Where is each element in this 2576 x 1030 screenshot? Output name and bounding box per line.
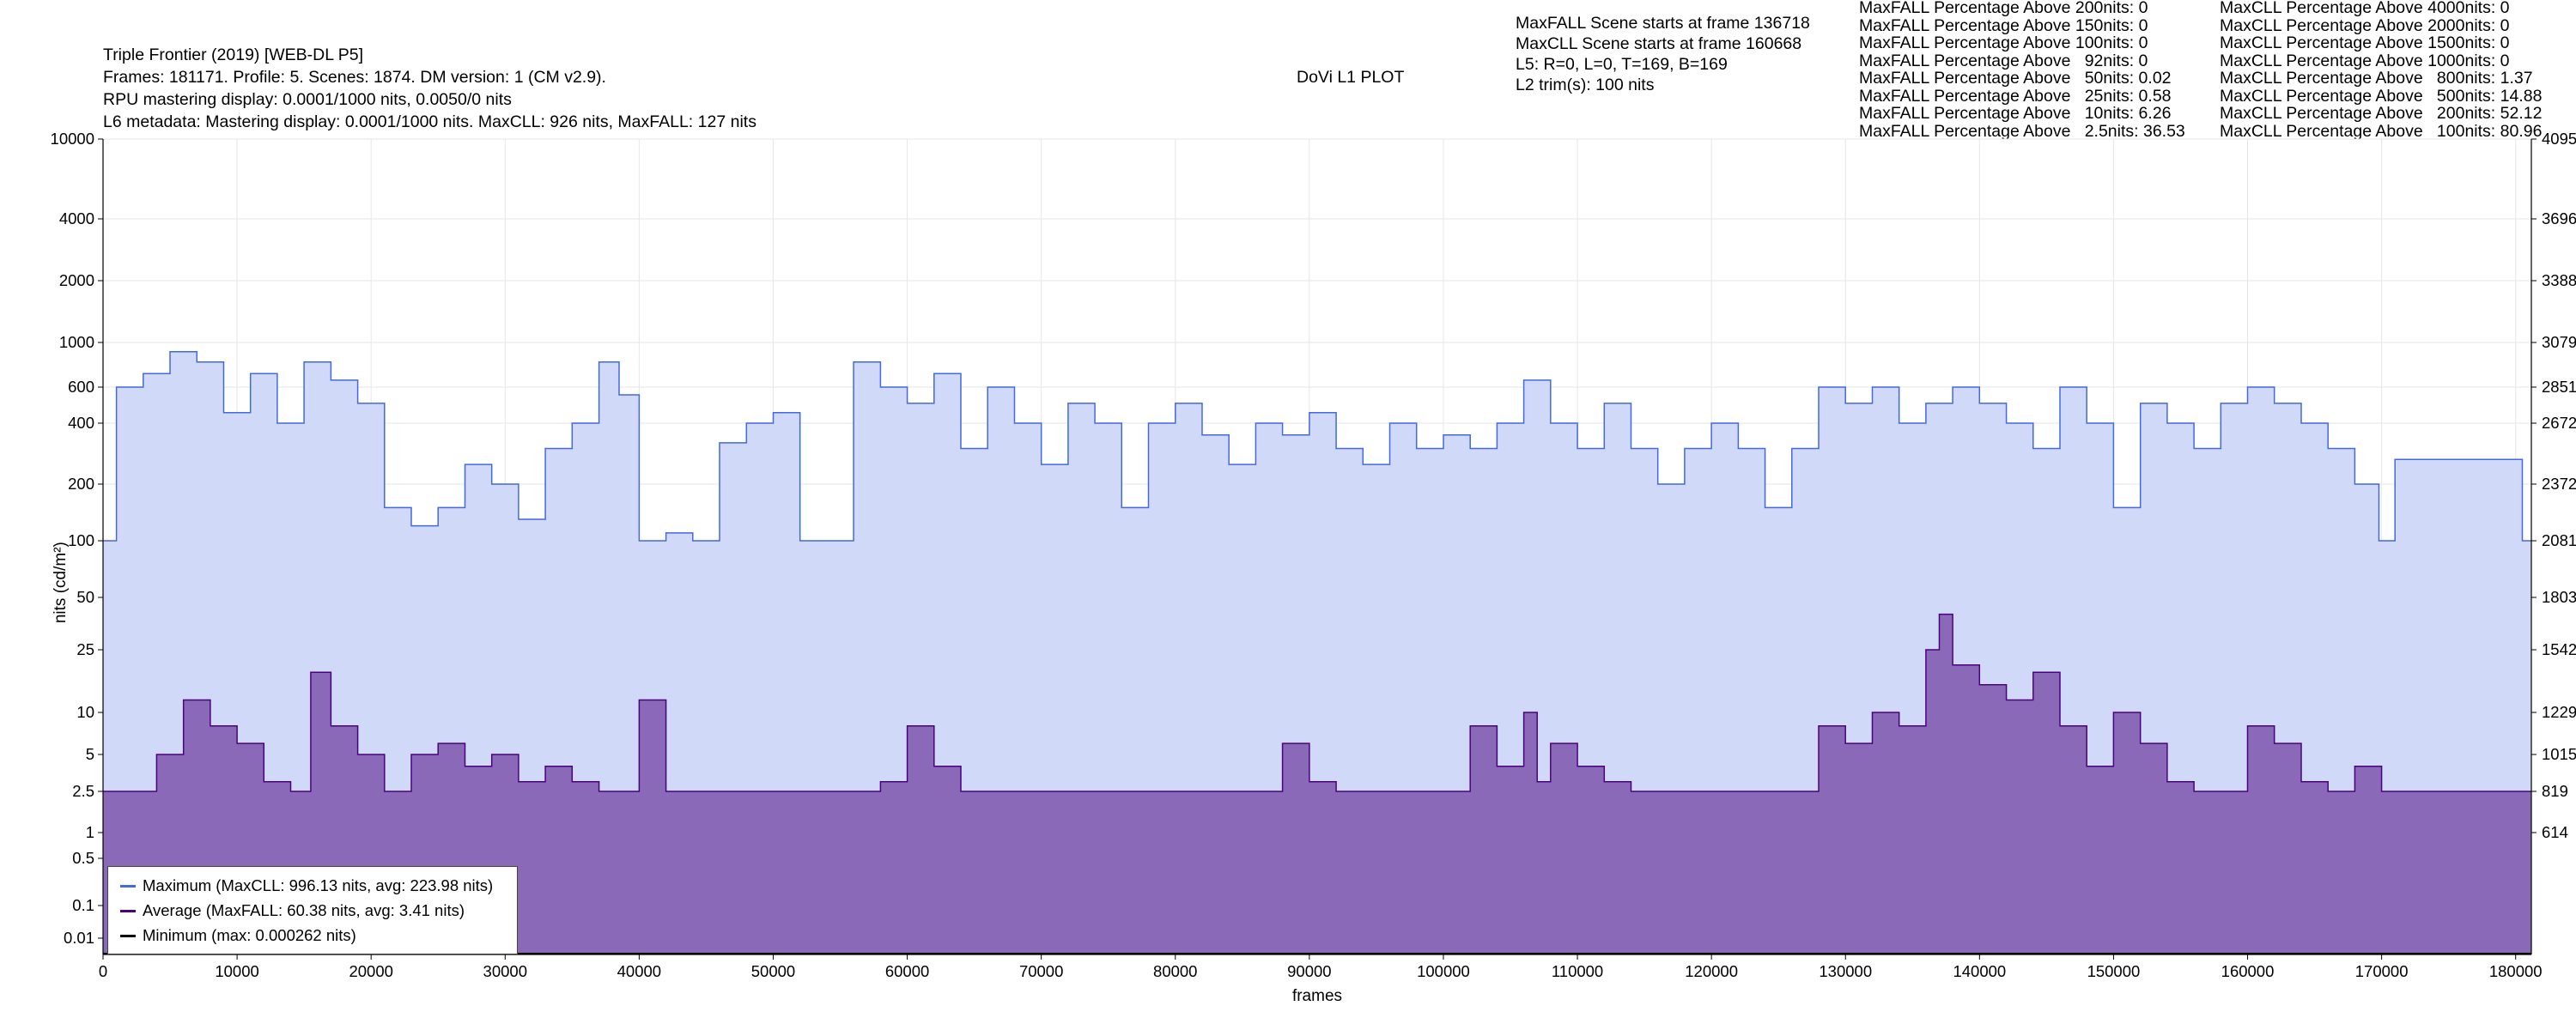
y-right-tick-label-4: 2851	[2542, 378, 2576, 396]
maxcll-pct-line-6: MaxCLL Percentage Above 200nits: 52.12	[2220, 104, 2543, 123]
x-tick-label-12: 120000	[1685, 962, 1738, 980]
y-tick-label-13: 1	[86, 823, 94, 841]
x-axis-label: frames	[1292, 987, 1342, 1005]
y-tick-label-10: 10	[76, 703, 94, 721]
x-tick-label-7: 70000	[1019, 962, 1063, 980]
x-tick-label-16: 160000	[2221, 962, 2275, 980]
y-tick-label-12: 2.5	[72, 782, 94, 800]
info-line-1: Frames: 181171. Profile: 5. Scenes: 1874…	[103, 68, 606, 87]
y-right-tick-label-7: 2081	[2542, 531, 2576, 549]
max-series-line	[103, 350, 2531, 542]
y-right-tick-label-1: 3696	[2542, 209, 2576, 227]
y-tick-label-1: 4000	[59, 209, 94, 227]
maxfall-pct-line-0: MaxFALL Percentage Above 200nits: 0	[1859, 0, 2148, 17]
legend-swatch-average	[120, 909, 136, 912]
y-axis-label: nits (cd/m²)	[52, 542, 70, 623]
y-tick-label-2: 2000	[59, 271, 94, 289]
y-tick-label-4: 600	[68, 378, 94, 396]
maxfall-pct-line-7: MaxFALL Percentage Above 2.5nits: 36.53	[1859, 121, 2185, 141]
x-tick-label-3: 30000	[483, 962, 527, 980]
maxcll-pct-line-3: MaxCLL Percentage Above 1000nits: 0	[2220, 51, 2510, 70]
y-right-tick-label-5: 2672	[2542, 414, 2576, 432]
maxfall-pct-line-6: MaxFALL Percentage Above 10nits: 6.26	[1859, 104, 2172, 123]
y-tick-label-5: 400	[68, 414, 94, 432]
legend-label-average: Average (MaxFALL: 60.38 nits, avg: 3.41 …	[143, 901, 465, 919]
x-tick-label-13: 130000	[1819, 962, 1872, 980]
maxfall-pct-line-4: MaxFALL Percentage Above 50nits: 0.02	[1859, 69, 2172, 88]
x-tick-label-2: 20000	[349, 962, 392, 980]
y-tick-label-15: 0.1	[72, 896, 94, 914]
legend: Maximum (MaxCLL: 996.13 nits, avg: 223.9…	[107, 866, 518, 954]
maxcll-pct-line-1: MaxCLL Percentage Above 2000nits: 0	[2220, 15, 2510, 35]
y-right-tick-label-9: 1542	[2542, 640, 2576, 658]
maxcll-pct-line-7: MaxCLL Percentage Above 100nits: 80.96	[2220, 121, 2543, 141]
y-tick-label-11: 5	[86, 745, 94, 763]
y-right-tick-label-13: 614	[2542, 823, 2568, 841]
y-tick-label-0: 10000	[51, 130, 94, 148]
x-tick-label-8: 80000	[1153, 962, 1197, 980]
x-tick-label-17: 170000	[2355, 962, 2409, 980]
y-right-tick-label-11: 1015	[2542, 745, 2576, 763]
maxfall-pct-line-1: MaxFALL Percentage Above 150nits: 0	[1859, 15, 2148, 35]
maxcll-pct-line-4: MaxCLL Percentage Above 800nits: 1.37	[2220, 69, 2533, 88]
y-tick-label-7: 100	[68, 531, 94, 549]
y-right-tick-label-6: 2372	[2542, 475, 2576, 493]
legend-item-minimum: Minimum (max: 0.000262 nits)	[120, 926, 356, 945]
info-line-2: RPU mastering display: 0.0001/1000 nits,…	[103, 90, 512, 109]
maxfall-pct-line-2: MaxFALL Percentage Above 100nits: 0	[1859, 33, 2148, 52]
x-tick-label-0: 0	[99, 962, 107, 980]
x-tick-label-6: 60000	[885, 962, 929, 980]
legend-swatch-maximum	[120, 884, 136, 888]
maxfall-pct-line-5: MaxFALL Percentage Above 25nits: 0.58	[1859, 86, 2172, 106]
y-tick-label-14: 0.5	[72, 849, 94, 867]
maxcll-pct-line-5: MaxCLL Percentage Above 500nits: 14.88	[2220, 86, 2543, 106]
legend-swatch-minimum	[120, 934, 136, 937]
legend-label-minimum: Minimum (max: 0.000262 nits)	[143, 926, 356, 944]
x-tick-label-5: 50000	[751, 962, 795, 980]
x-tick-label-11: 110000	[1552, 962, 1603, 980]
y-tick-label-3: 1000	[59, 333, 94, 351]
x-tick-label-4: 40000	[617, 962, 661, 980]
x-tick-label-14: 140000	[1953, 962, 2006, 980]
x-tick-label-15: 150000	[2087, 962, 2141, 980]
avg-series-area	[103, 614, 2531, 954]
maxfall-pct-line-3: MaxFALL Percentage Above 92nits: 0	[1859, 51, 2148, 70]
avg-series-line	[103, 613, 2531, 792]
y-right-tick-label-8: 1803	[2542, 588, 2576, 606]
plot-title: DoVi L1 PLOT	[1297, 68, 1405, 87]
y-right-tick-label-2: 3388	[2542, 271, 2576, 289]
y-right-tick-label-0: 4095	[2542, 130, 2576, 148]
x-tick-label-18: 180000	[2489, 962, 2543, 980]
legend-item-average: Average (MaxFALL: 60.38 nits, avg: 3.41 …	[120, 901, 465, 920]
y-tick-label-6: 200	[68, 475, 94, 493]
maxcll-pct-line-2: MaxCLL Percentage Above 1500nits: 0	[2220, 33, 2510, 52]
legend-label-maximum: Maximum (MaxCLL: 996.13 nits, avg: 223.9…	[143, 876, 494, 894]
legend-item-maximum: Maximum (MaxCLL: 996.13 nits, avg: 223.9…	[120, 876, 493, 895]
info-line-0: Triple Frontier (2019) [WEB-DL P5]	[103, 45, 364, 64]
y-tick-label-9: 25	[76, 640, 94, 658]
scene-line-0: MaxFALL Scene starts at frame 136718	[1516, 14, 1810, 33]
y-tick-label-16: 0.01	[64, 929, 94, 947]
y-right-tick-label-10: 1229	[2542, 703, 2576, 721]
x-tick-label-10: 100000	[1417, 962, 1470, 980]
y-tick-label-8: 50	[76, 588, 94, 606]
x-tick-label-1: 10000	[215, 962, 258, 980]
y-right-tick-label-3: 3079	[2542, 333, 2576, 351]
scene-line-2: L5: R=0, L=0, T=169, B=169	[1516, 55, 1728, 74]
scene-line-3: L2 trim(s): 100 nits	[1516, 76, 1655, 94]
scene-line-1: MaxCLL Scene starts at frame 160668	[1516, 34, 1802, 53]
maxcll-pct-line-0: MaxCLL Percentage Above 4000nits: 0	[2220, 0, 2510, 17]
x-tick-label-9: 90000	[1287, 962, 1331, 980]
y-right-tick-label-12: 819	[2542, 782, 2568, 800]
info-line-3: L6 metadata: Mastering display: 0.0001/1…	[103, 112, 756, 131]
